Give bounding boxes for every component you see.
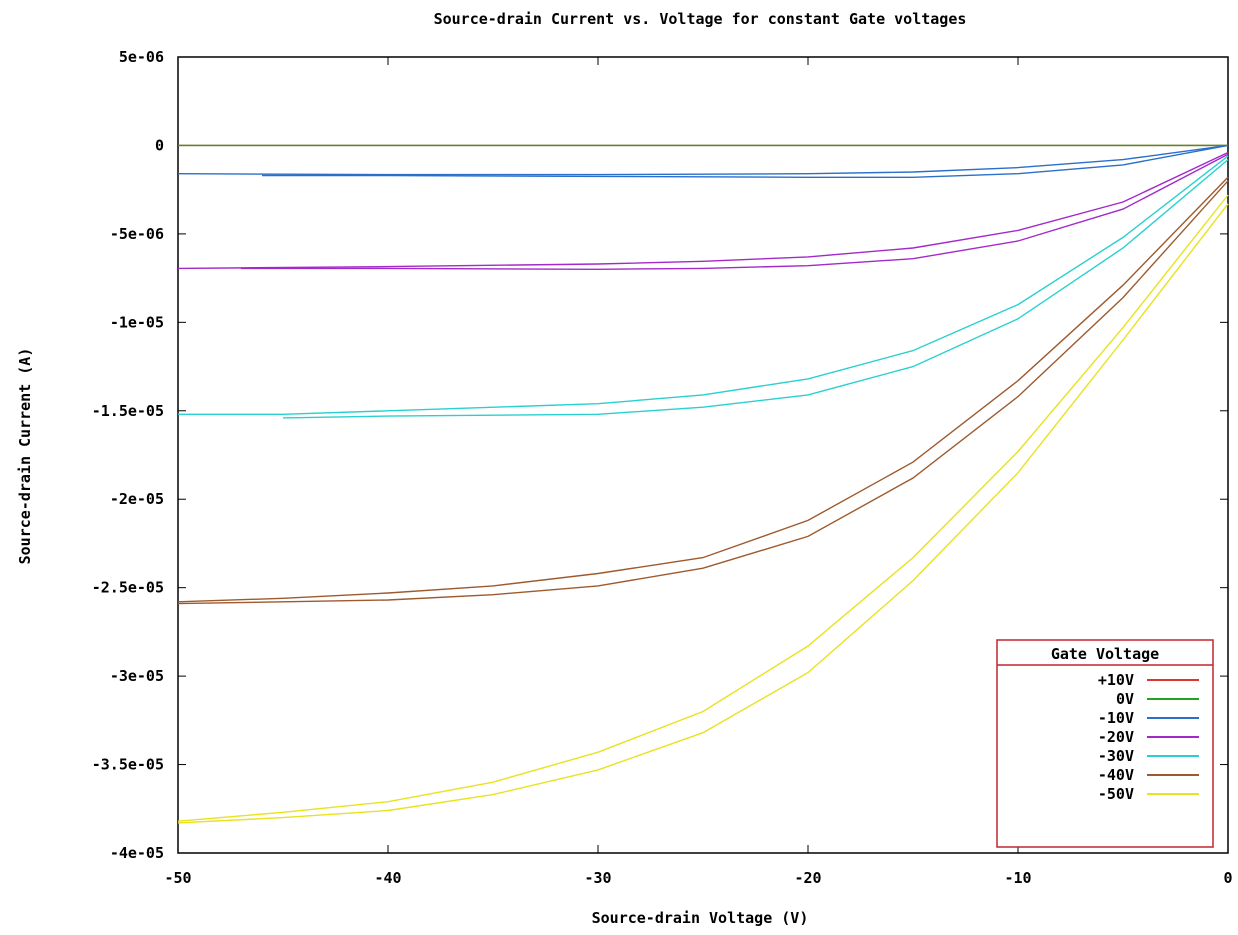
y-tick-label: -3.5e-05 [92,756,164,774]
plot-frame [177,56,1229,854]
y-tick-label: -5e-06 [110,225,164,243]
legend-label: -30V [1098,747,1134,765]
series-line-6-0 [177,194,1229,822]
y-tick-label: 5e-06 [119,48,164,66]
chart-title: Source-drain Current vs. Voltage for con… [434,10,967,28]
x-tick-label: -20 [794,869,821,887]
legend-label: -50V [1098,785,1134,803]
x-tick-label: -10 [1004,869,1031,887]
plot-area: -50 -40 -30 -20 -10 0 5e-06 0 -5e-06 -1e-05 -1.5e-… [92,48,1233,887]
series-line-5-1 [177,180,1229,605]
legend-label: -20V [1098,728,1134,746]
y-tick-label: -2.5e-05 [92,579,164,597]
y-tick-label: -1e-05 [110,313,164,331]
legend-label: 0V [1116,690,1134,708]
series-line-5-0 [177,176,1229,603]
x-tick-label: 0 [1223,869,1232,887]
series-line-4-0 [178,155,1229,415]
series-line-2-1 [262,144,1229,179]
y-tick-label: 0 [155,136,164,154]
legend-box [996,639,1214,848]
legend-label: +10V [1098,671,1134,689]
series-line-3-1 [241,153,1229,271]
series-line-6-1 [177,203,1229,824]
y-tick-label: -3e-05 [110,667,164,685]
series-line-2-0 [177,144,1229,176]
series-line-3-0 [177,151,1229,270]
series-line-4-1 [282,159,1229,419]
y-tick-label: -1.5e-05 [92,402,164,420]
legend-label: -40V [1098,766,1134,784]
x-tick-label: -50 [164,869,191,887]
legend-label: -10V [1098,709,1134,727]
y-axis-label: Source-drain Current (A) [16,348,34,565]
x-axis-label: Source-drain Voltage (V) [592,909,809,927]
y-tick-label: -4e-05 [110,844,164,862]
legend-title: Gate Voltage [1051,645,1159,663]
x-tick-label: -30 [584,869,611,887]
x-tick-label: -40 [374,869,401,887]
y-tick-label: -2e-05 [110,490,164,508]
